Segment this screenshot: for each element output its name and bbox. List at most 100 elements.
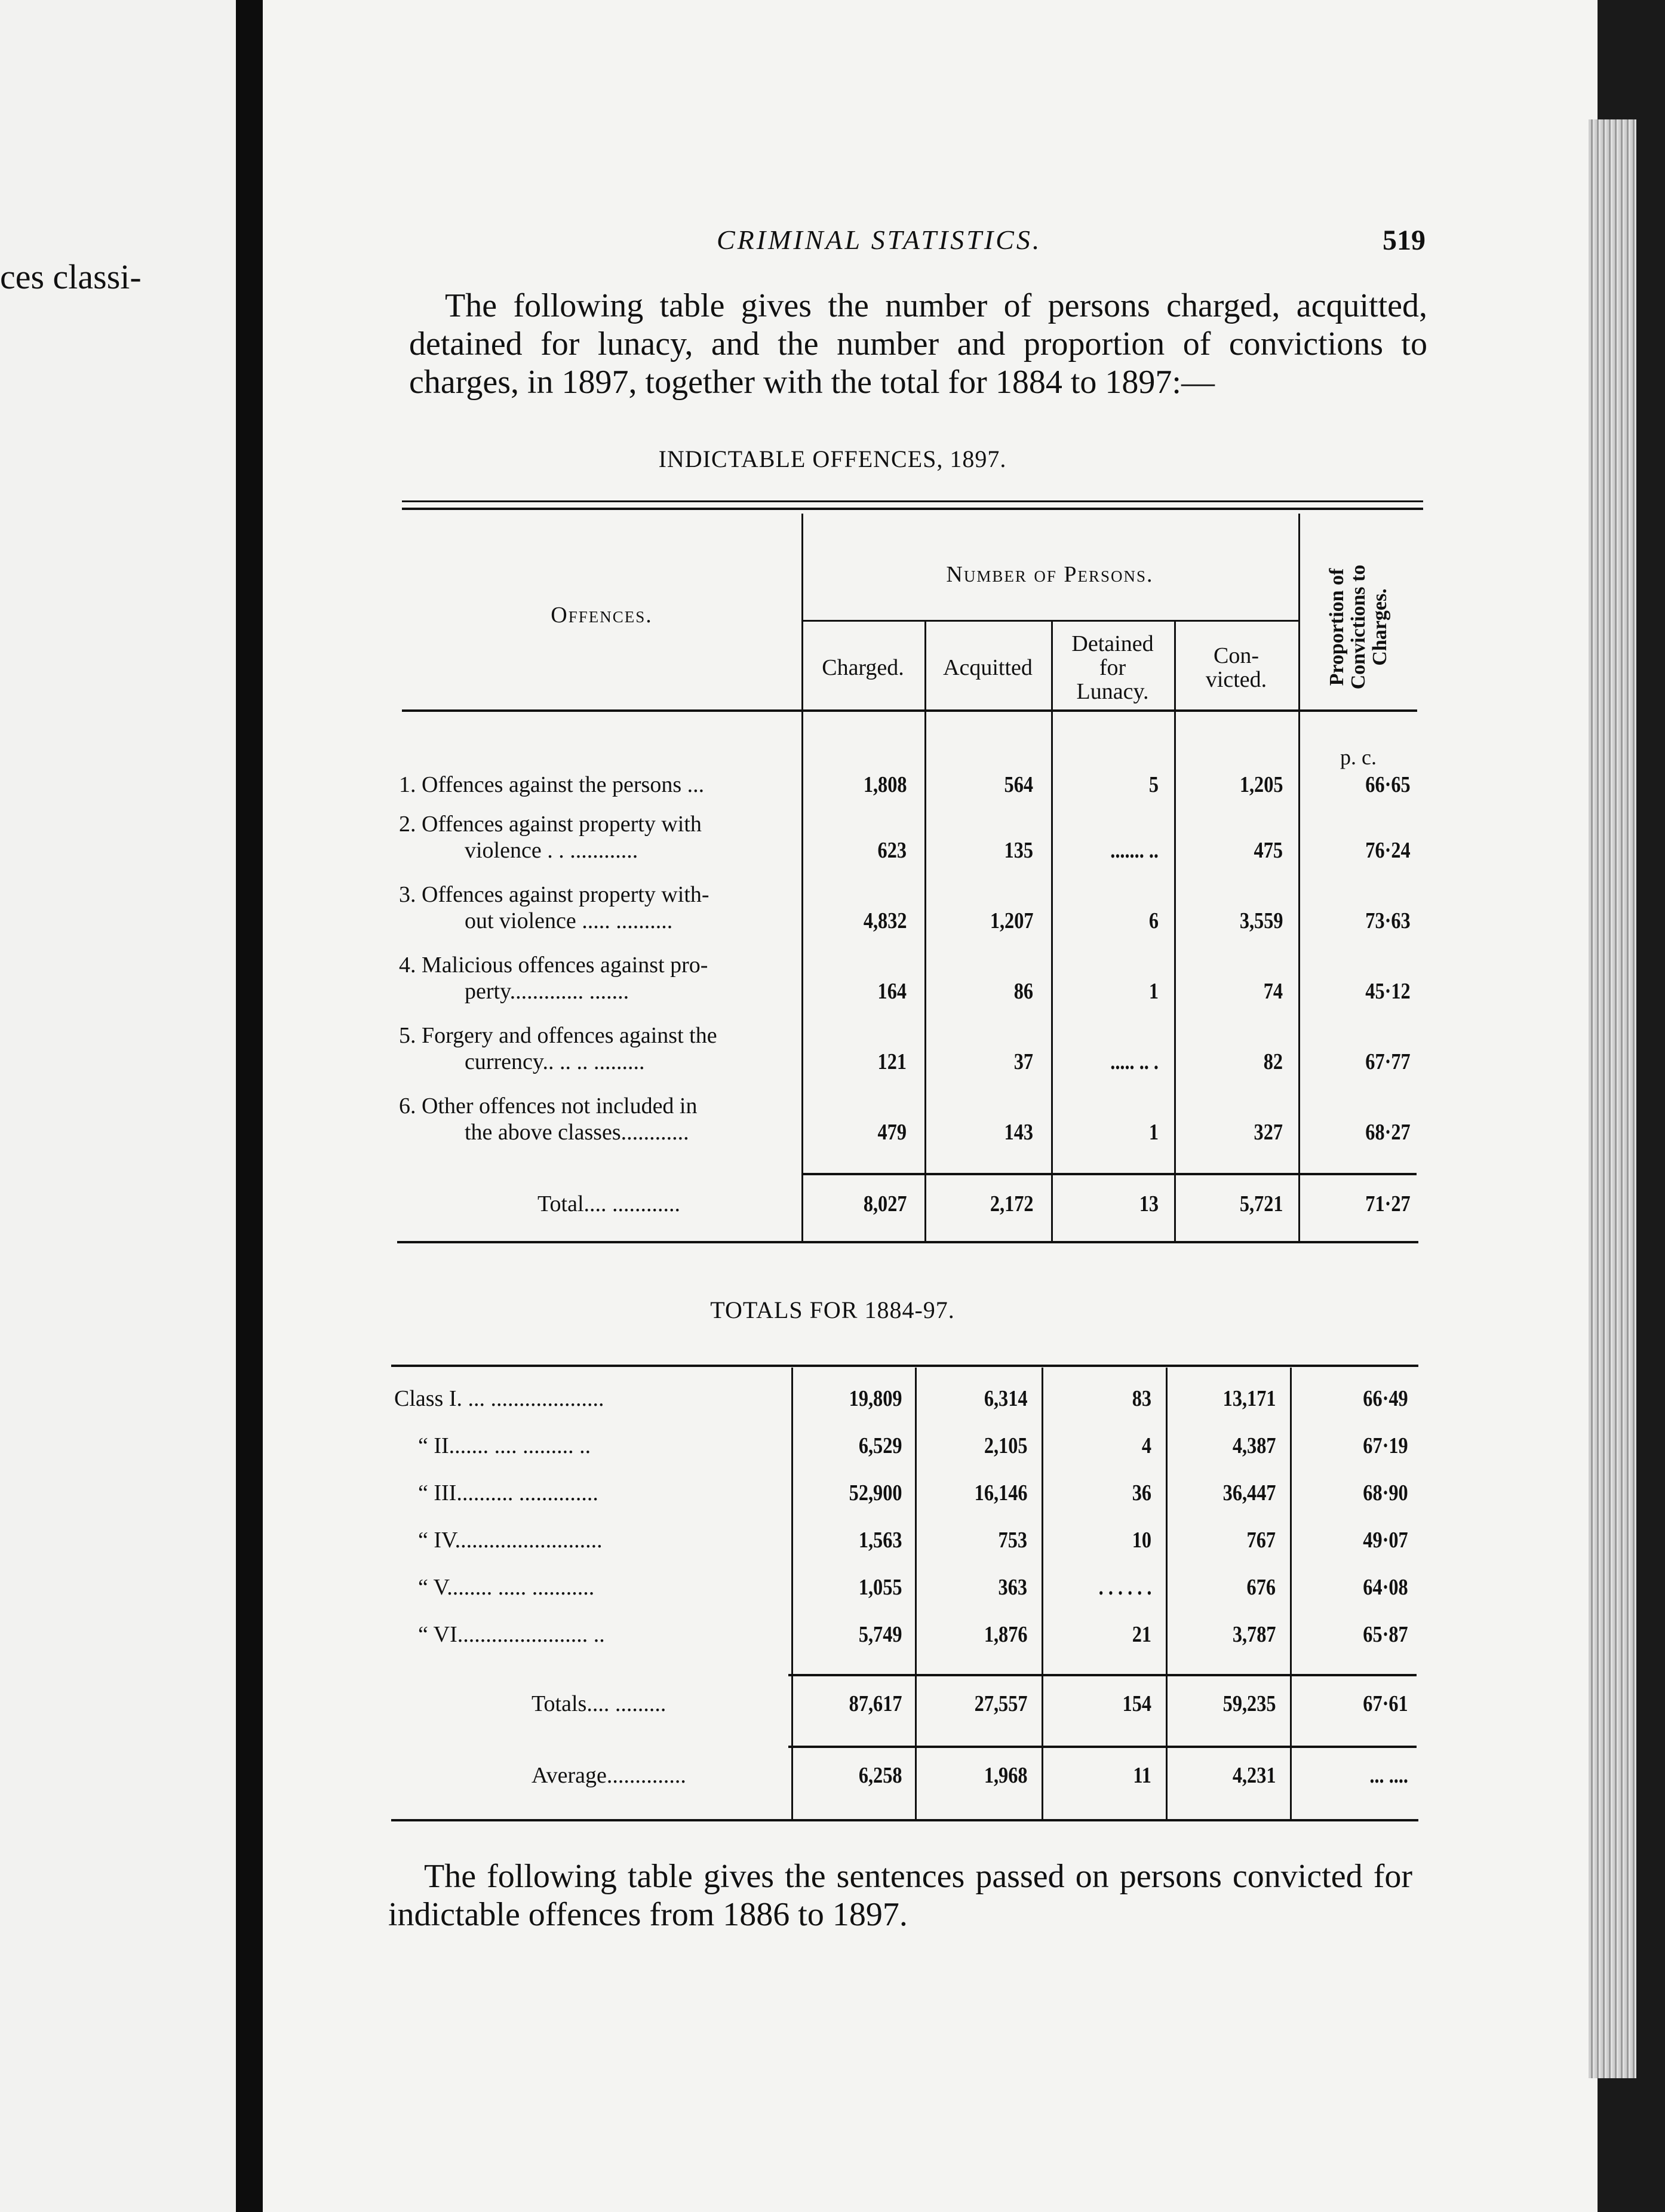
- acquitted-value: 1,876: [984, 1622, 1027, 1647]
- lunacy-value: 13: [1139, 1191, 1159, 1216]
- rule: [402, 709, 1417, 712]
- lunacy-value: 10: [1132, 1528, 1151, 1553]
- convicted-value: 36,447: [1222, 1480, 1276, 1506]
- acquitted-value: 135: [1004, 838, 1033, 863]
- convicted-value: 4,231: [1232, 1763, 1276, 1788]
- row-label-line: the above classes............: [465, 1120, 689, 1145]
- row-label: 4. Malicious offences against pro-perty.…: [399, 952, 708, 1004]
- left-page-fragment: ces classi-: [0, 257, 142, 296]
- row-label-line: 6. Other offences not included in: [399, 1093, 698, 1119]
- convicted-value: 5,721: [1239, 1191, 1283, 1216]
- proportion-value: 67·77: [1365, 1049, 1411, 1074]
- intro-paragraph: The following table gives the number of …: [409, 287, 1427, 401]
- row-label-line: out violence ..... ..........: [465, 908, 673, 933]
- rule: [391, 1819, 1418, 1821]
- proportion-value: 66·49: [1363, 1386, 1408, 1411]
- table2-caption: TOTALS FOR 1884-97.: [710, 1297, 955, 1323]
- rule: [788, 1746, 1417, 1748]
- charged-value: 52,900: [849, 1480, 902, 1506]
- acquitted-value: 143: [1004, 1120, 1033, 1145]
- rule: [397, 1241, 1418, 1243]
- book-gutter: [236, 0, 263, 2212]
- number-of-persons-header: Number of Persons.: [946, 562, 1154, 587]
- row-label: 5. Forgery and offences against the curre…: [399, 1022, 717, 1075]
- convicted-value: 82: [1263, 1049, 1283, 1074]
- convicted-value: 74: [1263, 979, 1283, 1004]
- row-label-line: 3. Offences against property with-: [399, 882, 709, 907]
- proportion-value: 76·24: [1365, 838, 1411, 863]
- acquitted-value: 37: [1013, 1049, 1033, 1074]
- row-label: Average..............: [532, 1763, 686, 1788]
- proportion-value: 64·08: [1363, 1575, 1408, 1600]
- convicted-value: 59,235: [1222, 1691, 1276, 1716]
- row-label: “ III.......... ..............: [418, 1480, 598, 1506]
- row-label-line: 4. Malicious offences against pro-: [399, 953, 708, 978]
- column-rule: [1042, 1368, 1043, 1819]
- row-label: 2. Offences against property with violenc…: [399, 811, 702, 864]
- lunacy-value: 5: [1148, 772, 1159, 797]
- row-label: 6. Other offences not included in the abo…: [399, 1093, 698, 1145]
- acquitted-value: 86: [1013, 979, 1033, 1004]
- acquitted-value: 2,105: [984, 1433, 1027, 1458]
- table1-caption: INDICTABLE OFFENCES, 1897.: [658, 446, 1007, 472]
- row-label: Total.... ............: [537, 1191, 681, 1216]
- convicted-header: Con- victed.: [1205, 643, 1267, 692]
- convicted-value: 4,387: [1232, 1433, 1276, 1458]
- acquitted-value: 2,172: [990, 1191, 1033, 1216]
- acquitted-value: 16,146: [974, 1480, 1027, 1506]
- column-rule: [1290, 1368, 1292, 1819]
- left-page: [0, 0, 236, 2212]
- lunacy-value: 4: [1141, 1433, 1151, 1458]
- lunacy-value: ....... ..: [1110, 838, 1159, 863]
- page-edges: [1589, 119, 1636, 2078]
- convicted-value: 3,787: [1232, 1622, 1276, 1647]
- row-label: 3. Offences against property with-out vi…: [399, 881, 709, 934]
- proportion-value: 45·12: [1365, 979, 1411, 1004]
- convicted-value: 676: [1246, 1575, 1276, 1600]
- acquitted-value: 6,314: [984, 1386, 1027, 1411]
- acquitted-header: Acquitted: [943, 655, 1033, 680]
- charged-header: Charged.: [822, 655, 904, 680]
- row-label: Class I. ... ....................: [394, 1386, 604, 1411]
- outro-paragraph: The following table gives the sentences …: [388, 1858, 1412, 1933]
- lunacy-value: 21: [1132, 1622, 1151, 1647]
- convicted-value: 3,559: [1239, 908, 1283, 933]
- charged-value: 5,749: [858, 1622, 902, 1647]
- row-label: “ V........ ..... ...........: [418, 1575, 595, 1600]
- row-label-line: currency.. .. .. .........: [465, 1049, 645, 1074]
- convicted-value: 327: [1254, 1120, 1283, 1145]
- page-number: 519: [1383, 225, 1426, 256]
- lunacy-value: 1: [1148, 1120, 1159, 1145]
- lunacy-header: Detained for Lunacy.: [1071, 631, 1154, 704]
- proportion-value: 65·87: [1363, 1622, 1408, 1647]
- column-rule: [1166, 1368, 1168, 1819]
- column-rule: [801, 514, 803, 1241]
- charged-value: 623: [877, 838, 907, 863]
- rule: [402, 500, 1423, 502]
- row-label-line: 5. Forgery and offences against the: [399, 1023, 717, 1048]
- charged-value: 4,832: [863, 908, 907, 933]
- charged-value: 87,617: [849, 1691, 902, 1716]
- row-label: Totals.... .........: [532, 1691, 666, 1716]
- acquitted-value: 753: [998, 1528, 1027, 1553]
- charged-value: 479: [877, 1120, 907, 1145]
- proportion-value: 71·27: [1365, 1191, 1411, 1216]
- proportion-value: ... ....: [1369, 1763, 1408, 1788]
- lunacy-value: . . . . . .: [1098, 1575, 1151, 1600]
- column-rule: [915, 1368, 917, 1819]
- lunacy-value: ..... .. .: [1110, 1049, 1159, 1074]
- charged-value: 8,027: [863, 1191, 907, 1216]
- acquitted-value: 1,207: [990, 908, 1033, 933]
- acquitted-value: 1,968: [984, 1763, 1027, 1788]
- column-rule: [791, 1368, 793, 1819]
- convicted-value: 1,205: [1239, 772, 1283, 797]
- charged-value: 164: [877, 979, 907, 1004]
- lunacy-value: 83: [1132, 1386, 1151, 1411]
- charged-value: 1,808: [863, 772, 907, 797]
- rule: [788, 1674, 1417, 1676]
- charged-value: 1,055: [858, 1575, 902, 1600]
- row-label: “ II....... .... ......... ..: [418, 1433, 591, 1458]
- charged-value: 121: [877, 1049, 907, 1074]
- convicted-value: 767: [1246, 1528, 1276, 1553]
- row-label: “ VI....................... ..: [418, 1622, 605, 1647]
